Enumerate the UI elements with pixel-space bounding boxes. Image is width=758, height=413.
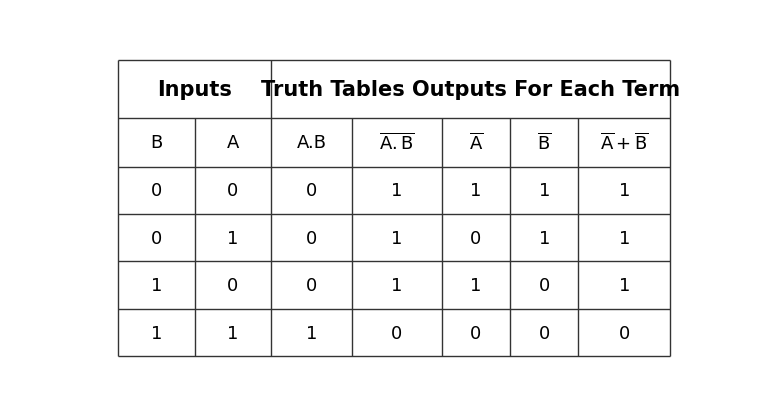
Text: 1: 1 [619,229,630,247]
Text: $\mathrm{\overline{A.B}}$: $\mathrm{\overline{A.B}}$ [379,133,415,153]
Text: $\mathrm{\overline{B}}$: $\mathrm{\overline{B}}$ [537,133,551,153]
Text: $\mathrm{\overline{A}+\overline{B}}$: $\mathrm{\overline{A}+\overline{B}}$ [600,132,649,154]
Text: 0: 0 [391,324,402,342]
Text: 0: 0 [470,324,481,342]
Text: 1: 1 [470,276,481,294]
Text: 0: 0 [306,182,317,200]
Text: 0: 0 [539,276,550,294]
Text: A: A [227,134,239,152]
Text: B: B [150,134,162,152]
Text: 1: 1 [538,229,550,247]
Text: 0: 0 [306,276,317,294]
Text: 1: 1 [538,182,550,200]
Text: A.B: A.B [296,134,327,152]
Text: 1: 1 [391,182,402,200]
Text: 0: 0 [227,182,238,200]
Text: 1: 1 [151,276,162,294]
Text: 0: 0 [306,229,317,247]
Text: 1: 1 [391,229,402,247]
Text: 0: 0 [539,324,550,342]
Text: 1: 1 [391,276,402,294]
Text: $\mathrm{\overline{A}}$: $\mathrm{\overline{A}}$ [468,133,483,153]
Text: 1: 1 [151,324,162,342]
Text: 1: 1 [227,324,238,342]
Text: 1: 1 [619,182,630,200]
Text: 1: 1 [470,182,481,200]
Text: 0: 0 [470,229,481,247]
Text: 0: 0 [151,182,162,200]
Text: 1: 1 [305,324,317,342]
Text: 0: 0 [619,324,630,342]
Text: 1: 1 [619,276,630,294]
Text: 0: 0 [227,276,238,294]
Text: Inputs: Inputs [157,80,232,100]
Text: Truth Tables Outputs For Each Term: Truth Tables Outputs For Each Term [261,80,680,100]
Text: 1: 1 [227,229,238,247]
Text: 0: 0 [151,229,162,247]
